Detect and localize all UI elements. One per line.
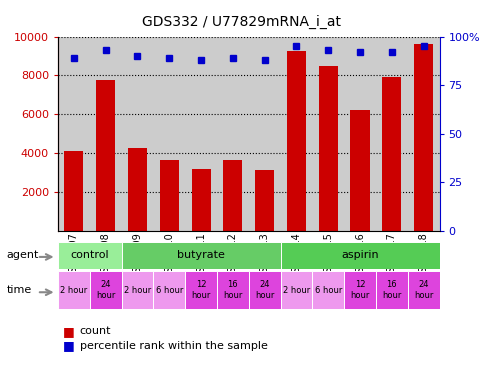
Bar	[281, 242, 440, 269]
Text: 12
hour: 12 hour	[191, 280, 211, 300]
Bar	[223, 160, 242, 231]
Text: control: control	[71, 250, 109, 260]
Bar	[90, 271, 122, 309]
Text: 24
hour: 24 hour	[414, 280, 433, 300]
Text: butyrate: butyrate	[177, 250, 225, 260]
Text: aspirin: aspirin	[341, 250, 379, 260]
Bar	[408, 271, 440, 309]
Text: percentile rank within the sample: percentile rank within the sample	[80, 341, 268, 351]
Text: time: time	[6, 285, 31, 295]
Bar	[128, 148, 147, 231]
Bar	[313, 271, 344, 309]
Text: agent: agent	[6, 250, 39, 260]
Text: 2 hour: 2 hour	[283, 285, 310, 295]
Bar	[383, 77, 401, 231]
Text: 16
hour: 16 hour	[382, 280, 401, 300]
Bar	[64, 151, 84, 231]
Bar	[351, 110, 369, 231]
Bar	[249, 271, 281, 309]
Text: 2 hour: 2 hour	[124, 285, 151, 295]
Text: 24
hour: 24 hour	[255, 280, 274, 300]
Text: ■: ■	[63, 339, 74, 352]
Text: 24
hour: 24 hour	[96, 280, 115, 300]
Text: GDS332 / U77829mRNA_i_at: GDS332 / U77829mRNA_i_at	[142, 15, 341, 29]
Bar	[122, 242, 281, 269]
Bar	[185, 271, 217, 309]
Text: 6 hour: 6 hour	[156, 285, 183, 295]
Text: 2 hour: 2 hour	[60, 285, 87, 295]
Bar	[192, 168, 211, 231]
Text: ■: ■	[63, 325, 74, 338]
Text: 16
hour: 16 hour	[223, 280, 242, 300]
Text: 6 hour: 6 hour	[314, 285, 342, 295]
Bar	[319, 66, 338, 231]
Bar	[344, 271, 376, 309]
Bar	[154, 271, 185, 309]
Bar	[255, 171, 274, 231]
Text: count: count	[80, 326, 111, 336]
Bar	[217, 271, 249, 309]
Bar	[96, 80, 115, 231]
Bar	[281, 271, 313, 309]
Bar	[376, 271, 408, 309]
Bar	[414, 44, 433, 231]
Bar	[160, 160, 179, 231]
Bar	[58, 271, 90, 309]
Bar	[58, 242, 122, 269]
Bar	[287, 51, 306, 231]
Text: 12
hour: 12 hour	[350, 280, 369, 300]
Bar	[122, 271, 154, 309]
